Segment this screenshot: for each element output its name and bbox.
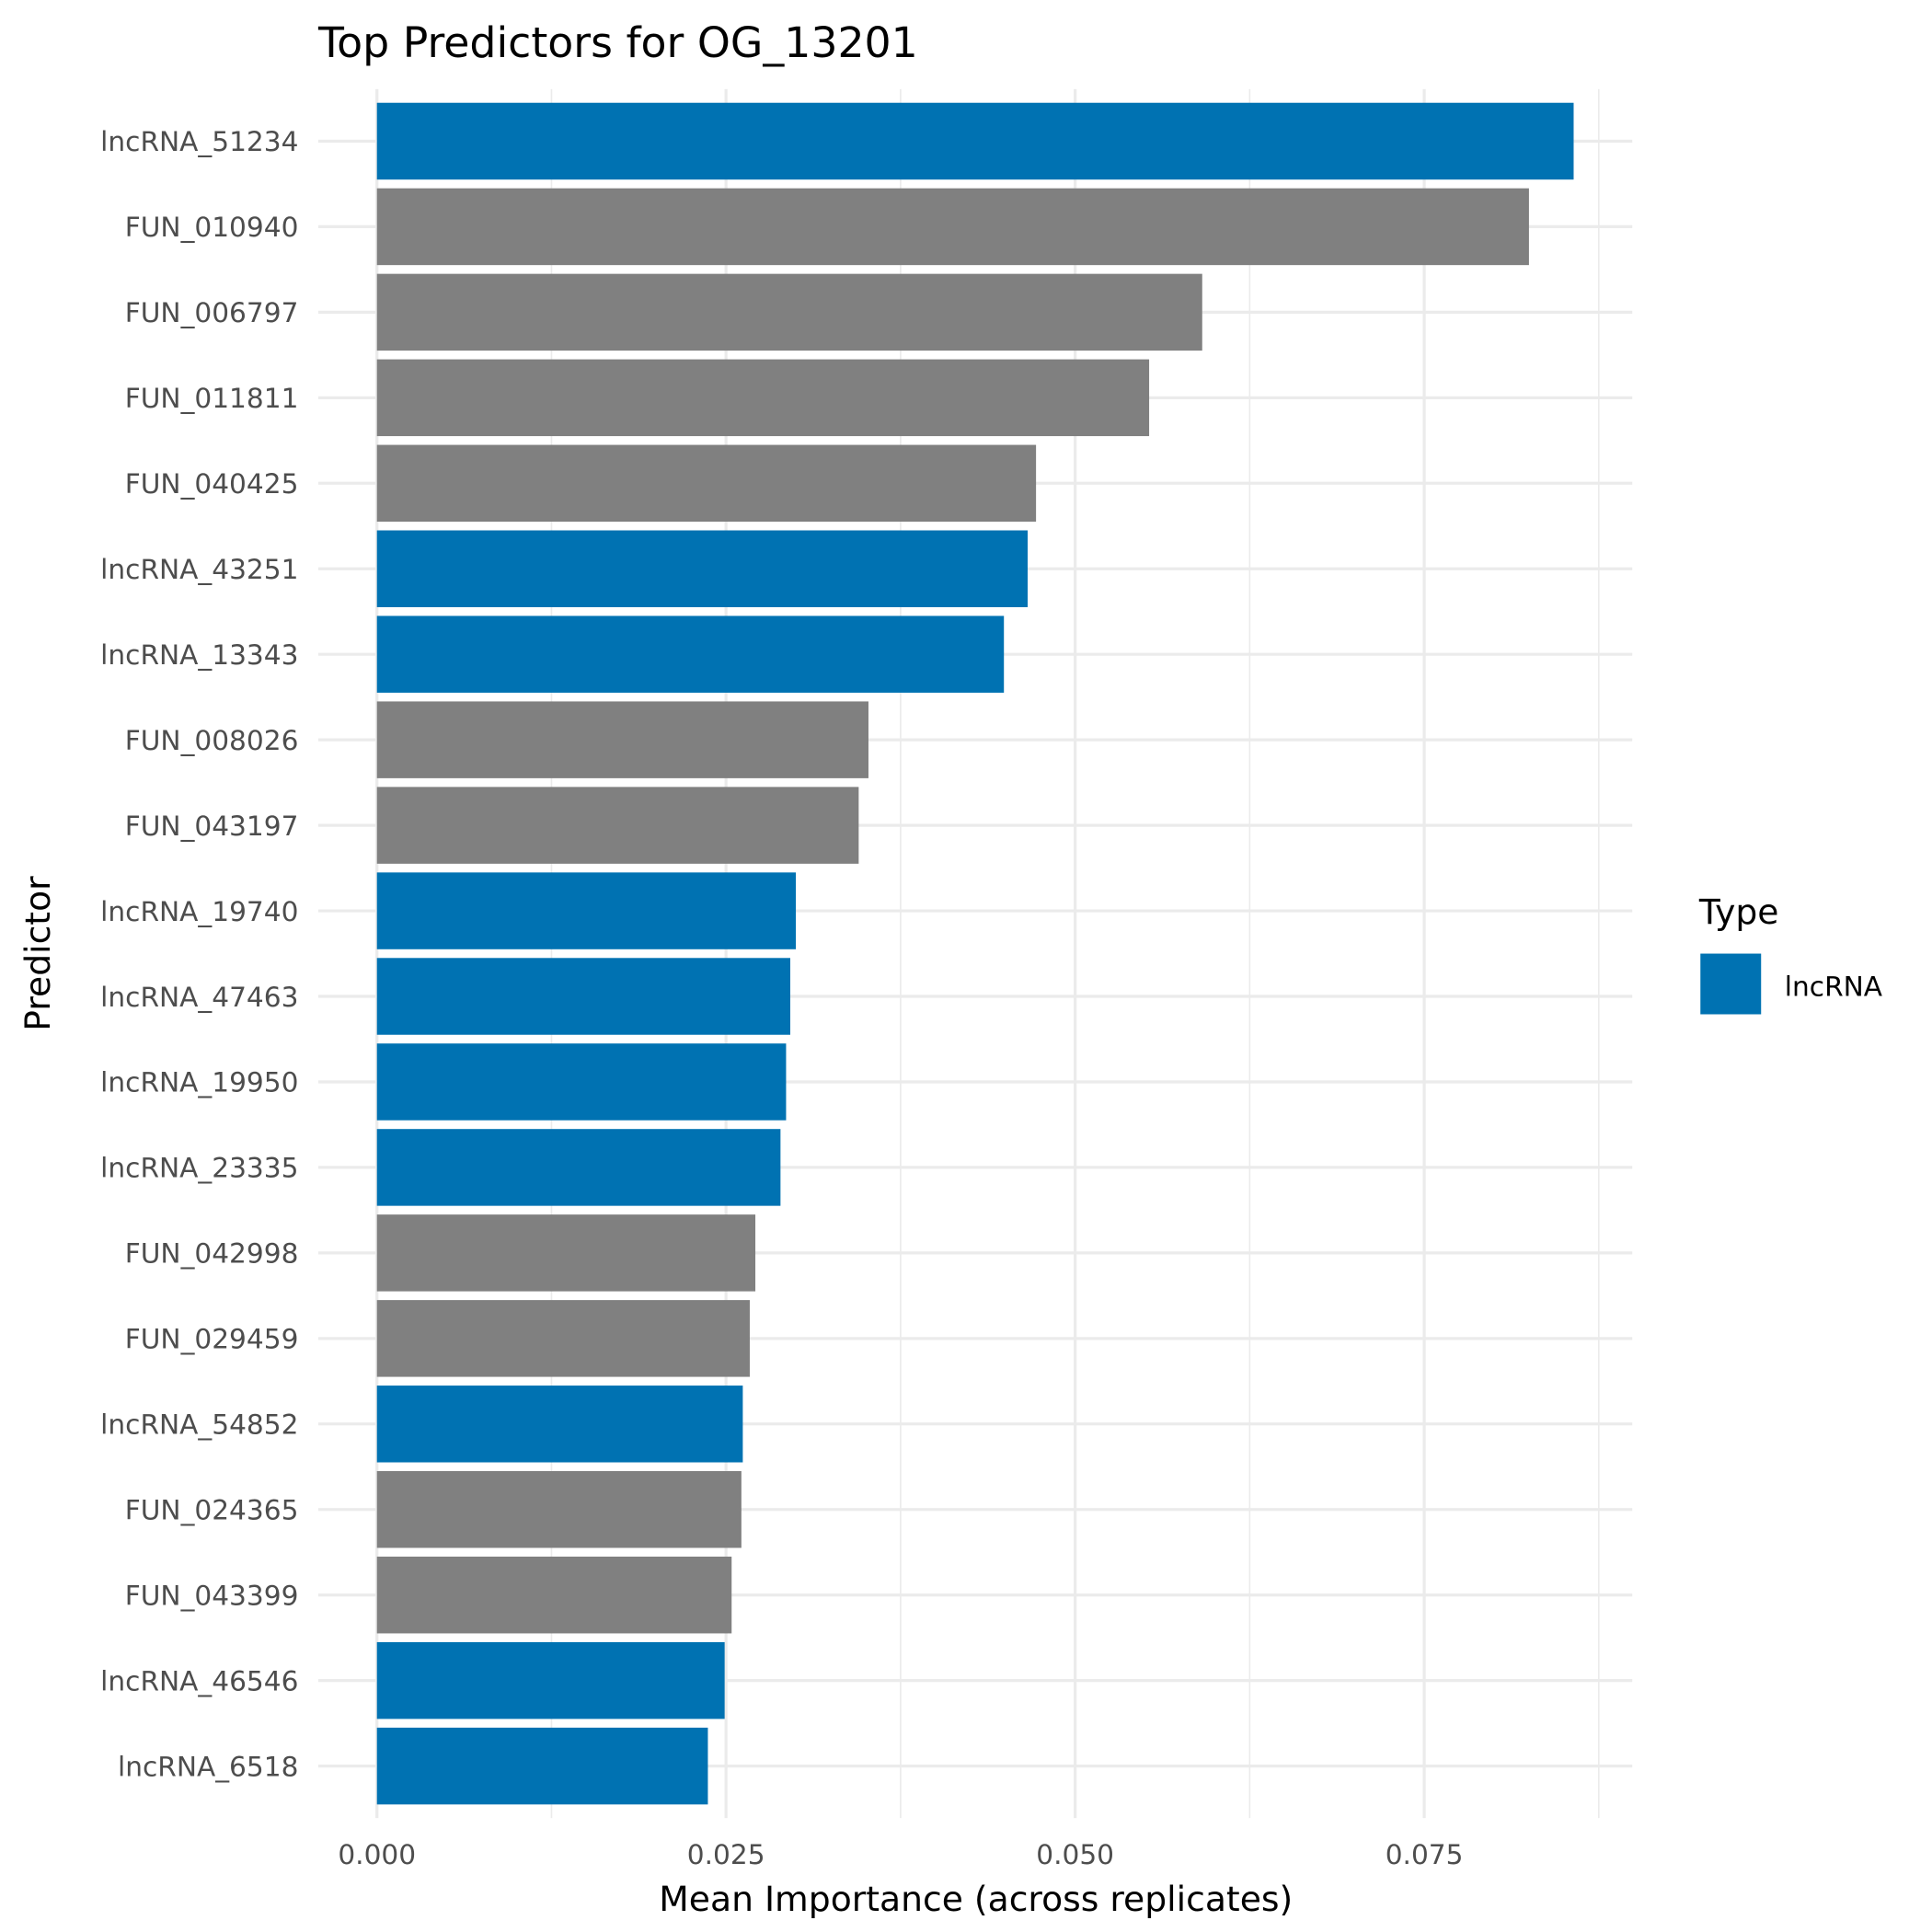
x-tick-label: 0.050 [1036,1839,1114,1870]
y-tick-labels: lncRNA_51234 FUN_010940 FUN_006797 FUN_0118… [100,126,298,1782]
legend: Type lncRNA [1698,891,1883,1015]
y-tick-label: FUN_029459 [125,1324,299,1355]
y-tick-label: FUN_008026 [125,725,299,756]
x-tick-labels: 0.000 0.025 0.050 0.075 [338,1839,1463,1870]
bar-lncrna_6518 [376,1727,708,1805]
bar-fun_043399 [376,1556,732,1634]
legend-title: Type [1698,891,1779,932]
bar-fun_043197 [376,787,859,864]
bar-lncrna_19950 [376,1043,787,1121]
y-tick-label: lncRNA_13343 [100,639,298,671]
bar-lncrna_54852 [376,1386,743,1463]
y-tick-label: lncRNA_6518 [118,1751,298,1782]
bar-fun_040425 [376,444,1037,523]
y-tick-label: lncRNA_54852 [100,1409,298,1441]
y-tick-label: lncRNA_47463 [100,982,298,1013]
y-tick-label: lncRNA_43251 [100,554,298,585]
bar-lncrna_51234 [376,102,1574,180]
x-tick-label: 0.000 [338,1839,416,1870]
y-axis-title: Predictor [17,876,58,1031]
bar-lncrna_13343 [376,615,1005,693]
y-tick-label: lncRNA_23335 [100,1153,298,1184]
bar-fun_024365 [376,1471,742,1548]
y-tick-label: FUN_011811 [125,383,299,414]
bar-lncrna_43251 [376,530,1029,607]
y-tick-label: lncRNA_19950 [100,1067,298,1098]
bar-lncrna_47463 [376,958,790,1035]
legend-swatch-lncrna [1700,953,1762,1015]
y-tick-label: FUN_043399 [125,1580,299,1611]
y-tick-label: lncRNA_51234 [100,126,298,157]
chart-title: Top Predictors for OG_13201 [317,18,918,67]
y-tick-label: FUN_006797 [125,297,299,328]
x-tick-label: 0.025 [687,1839,765,1870]
y-tick-label: FUN_043197 [125,811,299,842]
y-tick-label: FUN_010940 [125,212,299,243]
bars [376,102,1574,1805]
bar-lncrna_46546 [376,1641,725,1719]
bar-fun_010940 [376,188,1529,266]
bar-fun_006797 [376,273,1202,351]
bar-lncrna_19740 [376,872,797,949]
y-tick-label: lncRNA_46546 [100,1665,298,1696]
x-axis-title: Mean Importance (across replicates) [659,1879,1293,1919]
bar-fun_011811 [376,359,1150,437]
y-tick-label: FUN_024365 [125,1495,299,1526]
x-tick-label: 0.075 [1386,1839,1464,1870]
bar-fun_042998 [376,1214,756,1292]
legend-label-lncrna: lncRNA [1785,971,1883,1002]
y-tick-label: FUN_040425 [125,468,299,500]
bar-fun_029459 [376,1300,750,1377]
bar-lncrna_23335 [376,1129,781,1206]
y-tick-label: FUN_042998 [125,1238,299,1270]
bar-fun_008026 [376,701,868,778]
y-tick-label: lncRNA_19740 [100,896,298,927]
